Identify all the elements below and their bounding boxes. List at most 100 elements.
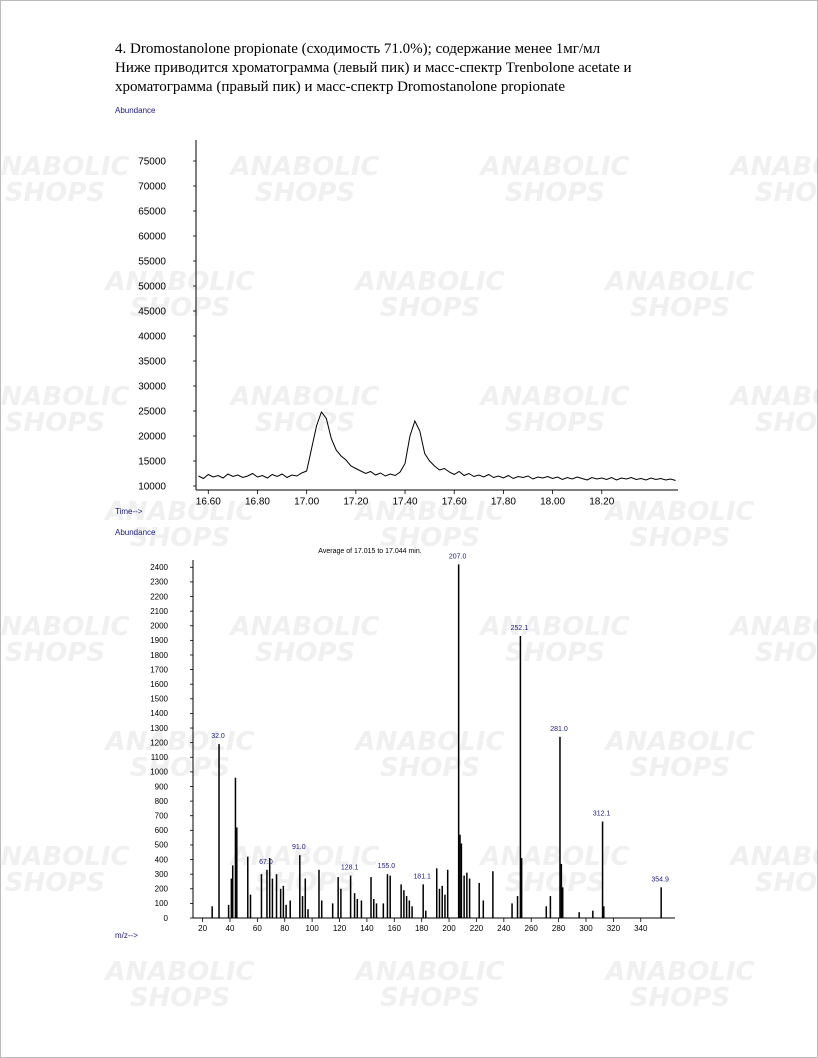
spectrum-bar [592,910,594,918]
spectrum-bar [271,878,274,918]
y-tick-label: 25000 [138,407,166,418]
watermark-text: ANABOLIC [603,497,754,527]
watermark-text: ANABOLIC [353,957,504,987]
spectrum-bar [373,899,375,918]
watermark-text: SHOPS [130,753,230,783]
x-tick-label: 220 [470,924,484,933]
x-tick-label: 17.00 [294,497,319,508]
spectrum-bar [230,878,233,918]
spectrum-bar [260,874,263,918]
x-tick-label: 20 [198,924,207,933]
spectrum-bar [441,885,443,918]
spectrum-bar [478,882,480,918]
watermark-text: SHOPS [380,753,480,783]
spectrum-bar [360,900,363,918]
spectrum-bar [375,903,378,918]
x-tick-label: 17.60 [442,497,467,508]
watermark-text: ANABOLIC [603,727,754,757]
spectrum-bar [403,890,405,918]
watermark-text: ANABOLIC [103,267,254,297]
x-tick-label: 320 [607,924,621,933]
x-tick-label: 340 [634,924,648,933]
y-tick-label: 300 [155,870,169,879]
watermark-text: ANABOLIC [228,612,379,642]
x-tick-label: 180 [415,924,429,933]
spectrum-bar [545,906,548,918]
y-tick-label: 400 [155,855,169,864]
y-tick-label: 1000 [150,768,168,777]
x-tick-label: 40 [226,924,235,933]
watermark-text: ANABOLIC [0,152,130,182]
watermark-text: ANABOLIC [353,497,504,527]
spectrum-bar [516,896,519,918]
x-tick-label: 17.40 [393,497,418,508]
y-tick-label: 200 [155,885,169,894]
x-tick-label: 16.60 [196,497,221,508]
y-axis-label: Abundance [115,528,156,537]
spectrum-bar [463,875,465,918]
watermark-text: ANABOLIC [103,497,254,527]
spectrum-bar [340,888,342,918]
spectrum-bar [382,903,385,918]
spectrum-bar [405,896,408,918]
x-axis-label: Time--> [115,507,143,516]
y-tick-label: 700 [155,812,169,821]
y-tick-label: 70000 [138,182,166,193]
x-tick-label: 16.80 [245,497,270,508]
y-tick-label: 1200 [150,738,168,747]
spectrum-bar [386,874,389,918]
spectrum-bar [492,871,494,918]
x-tick-label: 60 [253,924,262,933]
spectrum-bar [408,900,411,918]
spectrum-bar [561,887,564,918]
watermark-text: SHOPS [505,178,605,208]
spectrum-bar [249,894,252,918]
watermark-text: SHOPS [630,983,730,1013]
y-tick-label: 20000 [138,432,166,443]
peak-label: 207.0 [449,553,467,560]
spectrum-bar [349,875,352,918]
watermark-text: ANABOLIC [728,612,818,642]
spectrum-bar [356,899,359,918]
watermark-text: ANABOLIC [103,727,254,757]
spectrum-bar [370,877,372,918]
spectrum-bar [549,896,552,918]
spectrum-bar [289,900,291,918]
watermark-text: SHOPS [630,523,730,553]
spectrum-bar [227,904,230,918]
peak-label: 312.1 [593,811,611,818]
watermark-layer: ANABOLICSHOPSANABOLICSHOPSANABOLICSHOPSA… [0,152,818,1013]
spectrum-bar [279,888,282,918]
watermark-text: SHOPS [630,293,730,323]
peak-label: 32.0 [211,733,225,740]
peak-label: 281.0 [550,726,568,733]
watermark-text: SHOPS [755,638,818,668]
spectrum-bar [285,904,287,918]
spectrum-bar [320,900,323,918]
spectrum-bar [459,834,461,918]
watermark-text: SHOPS [380,983,480,1013]
x-tick-label: 300 [579,924,593,933]
watermark-text: SHOPS [505,408,605,438]
spectrum-bar [660,887,662,918]
spectrum-bar [307,909,309,918]
watermark-text: ANABOLIC [478,152,629,182]
watermark-text: SHOPS [5,408,105,438]
watermark-text: SHOPS [380,293,480,323]
watermark-text: SHOPS [755,178,818,208]
y-tick-label: 10000 [138,482,166,493]
x-tick-label: 80 [280,924,289,933]
watermark-text: SHOPS [130,293,230,323]
spectrum-bar [318,869,320,918]
spectrum-bar [268,858,271,918]
watermark-text: SHOPS [505,638,605,668]
y-tick-label: 1100 [151,753,169,762]
y-tick-label: 1300 [150,724,168,733]
header-line: 4. Dromostanolone propionate (сходимость… [115,41,601,57]
chromatogram-line [198,410,676,481]
spectrum-bar [304,878,307,918]
y-tick-label: 40000 [138,332,166,343]
x-tick-label: 280 [552,924,566,933]
watermark-text: ANABOLIC [478,612,629,642]
header-line: хроматограмма (правый пик) и масс-спектр… [115,79,565,95]
